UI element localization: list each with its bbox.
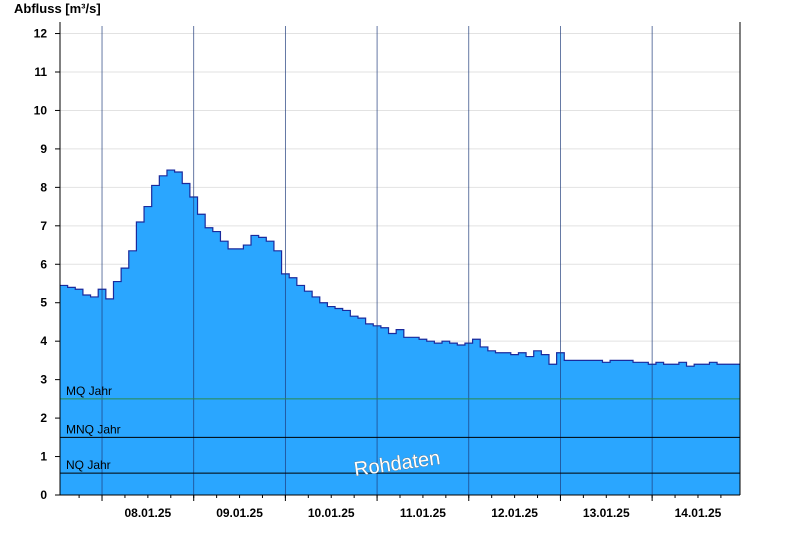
discharge-area xyxy=(60,170,740,495)
y-tick-label: 7 xyxy=(40,219,47,233)
y-axis-title: Abfluss [m³/s] xyxy=(14,1,101,16)
day-divider-lines xyxy=(101,26,653,495)
reference-label: MQ Jahr xyxy=(66,384,112,398)
x-tick-labels: 08.01.25 09.01.25 10.01.25 11.01.25 12.01.25… xyxy=(78,495,722,520)
x-tick-label: 09.01.25 xyxy=(216,506,263,520)
y-tick-label: 5 xyxy=(40,296,47,310)
x-tick-label: 11.01.25 xyxy=(400,506,446,520)
reference-label: NQ Jahr xyxy=(66,458,111,472)
y-tick-label: 0 xyxy=(40,488,47,502)
y-tick-label: 11 xyxy=(34,65,47,79)
y-tick-label: 9 xyxy=(40,142,47,156)
y-tick-label: 3 xyxy=(40,373,47,387)
reference-label: MNQ Jahr xyxy=(66,422,121,436)
y-tick-label: 12 xyxy=(34,27,48,41)
reference-lines: MQ Jahr MNQ Jahr NQ Jahr xyxy=(60,384,740,474)
y-tick-label: 10 xyxy=(34,103,48,117)
y-tick-label: 4 xyxy=(40,334,47,348)
x-tick-label: 08.01.25 xyxy=(125,506,172,520)
x-tick-label: 13.01.25 xyxy=(583,506,630,520)
y-tick-label: 6 xyxy=(40,257,47,271)
y-tick-label: 1 xyxy=(40,450,47,464)
x-tick-label: 10.01.25 xyxy=(308,506,355,520)
y-tick-label: 2 xyxy=(40,411,47,425)
y-tick-label: 8 xyxy=(40,180,47,194)
x-tick-label: 12.01.25 xyxy=(491,506,538,520)
x-tick-label: 14.01.25 xyxy=(675,506,722,520)
